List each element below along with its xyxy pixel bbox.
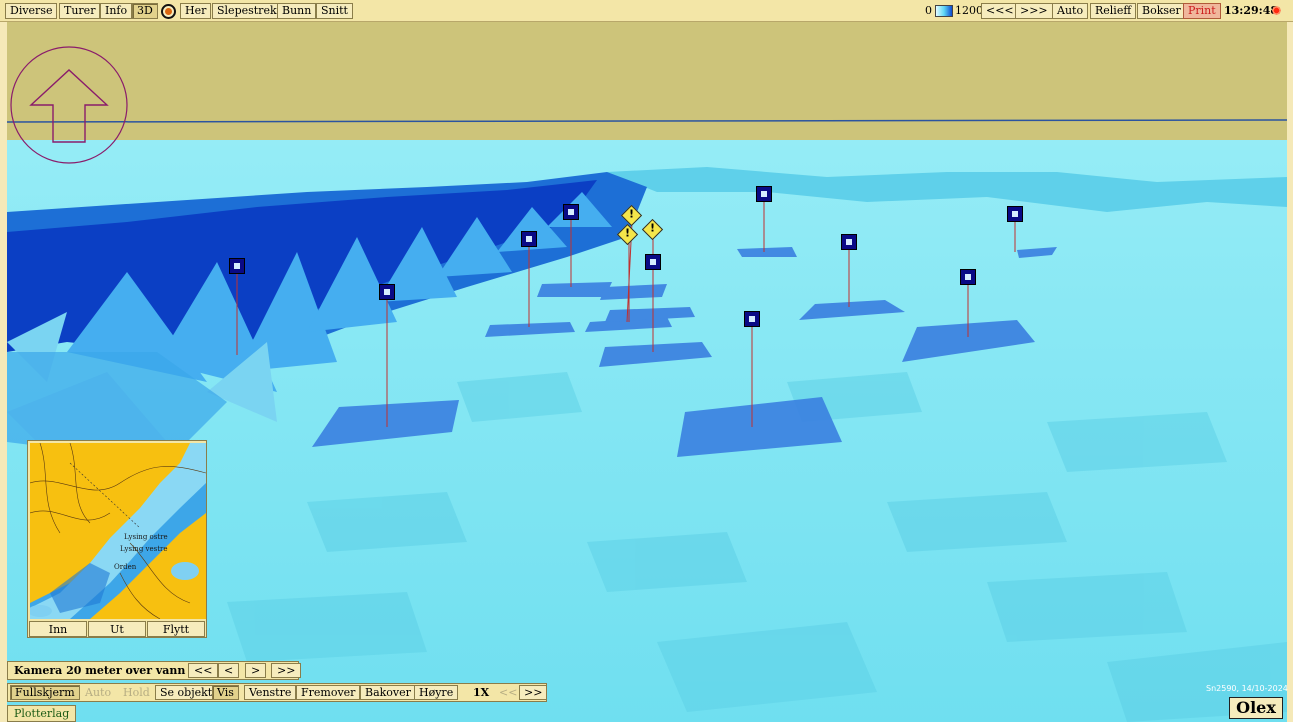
left-button[interactable]: Venstre [244,685,297,700]
camera-forward-button[interactable]: > [245,663,267,678]
right-button[interactable]: Høyre [414,685,459,700]
bokser-button[interactable]: Bokser [1137,3,1186,19]
target-icon[interactable] [161,4,176,19]
map-label: Lysing ostre [124,533,168,541]
camera-fast-forward-button[interactable]: >> [271,663,302,678]
backward-button[interactable]: Bakover [360,685,416,700]
map-label: Orden [114,563,137,571]
depth-scale-min: 0 [925,4,932,17]
3d-button[interactable]: 3D [132,3,158,19]
north-arrow-icon [10,46,128,164]
camera-height-label: Kamera 20 meter over vann [14,664,186,677]
sun-icon[interactable] [1271,5,1282,16]
show-button[interactable]: Vis [212,685,239,700]
serial-number: Sn2590, 14/10-2024 [1206,684,1288,693]
bunn-button[interactable]: Bunn [277,3,317,19]
mark-icon[interactable] [521,231,537,247]
hold-button[interactable]: Hold [123,686,150,699]
camera-bar: Kamera 20 meter over vann << < > >> [7,661,302,680]
top-toolbar: Diverse Turer Info 3D Her Slepestrek Bun… [0,0,1293,22]
slope-foot [7,352,227,462]
object-footprints [312,247,1057,457]
fullscreen-button[interactable]: Fullskjerm [10,685,80,700]
camera-fast-back-button[interactable]: << [188,663,219,678]
her-button[interactable]: Her [180,3,212,19]
info-button[interactable]: Info [100,3,133,19]
turer-button[interactable]: Turer [59,3,101,19]
overview-map-chart [30,443,206,619]
print-button[interactable]: Print [1183,3,1221,19]
terrain-render [7,22,1287,722]
slower-button[interactable]: << [499,686,518,699]
camera-back-button[interactable]: < [218,663,240,678]
map-label: Lysing vestre [120,545,168,553]
mark-icon[interactable] [744,311,760,327]
move-button[interactable]: Flytt [147,621,205,637]
slepestrek-button[interactable]: Slepestrek [212,3,282,19]
auto-button[interactable]: Auto [1052,3,1089,19]
mark-icon[interactable] [645,254,661,270]
mark-icon[interactable] [756,186,772,202]
mark-icon[interactable] [379,284,395,300]
seafloor-patches [227,372,1287,722]
olex-logo: Olex [1229,697,1283,719]
next-button[interactable]: >>> [1015,3,1053,19]
zoom-out-button[interactable]: Ut [88,621,146,637]
navigation-bar: Fullskjerm Auto Hold Se objekt Vis Venst… [7,683,548,702]
mark-icon[interactable] [229,258,245,274]
zoom-in-button[interactable]: Inn [29,621,87,637]
mark-icon[interactable] [563,204,579,220]
auto-nav-button[interactable]: Auto [85,686,112,699]
depth-color-scale [935,5,953,17]
3d-view[interactable]: ! ! ! [7,22,1287,722]
snitt-button[interactable]: Snitt [316,3,353,19]
plotter-layer-button[interactable]: Plotterlag [7,705,77,722]
overview-map[interactable]: Lysing ostre Lysing vestre Orden Inn Ut … [27,440,207,638]
clock: 13:29:48 [1224,4,1279,17]
prev-button[interactable]: <<< [981,3,1019,19]
diverse-button[interactable]: Diverse [5,3,58,19]
faster-button[interactable]: >> [519,685,548,700]
depth-scale-max: 1200 [955,4,983,17]
horizon-line [7,119,1287,123]
relieff-button[interactable]: Relieff [1090,3,1137,19]
distant-ridge [607,167,1287,212]
sky [7,22,1287,152]
speed-label: 1X [473,686,490,699]
mark-icon[interactable] [960,269,976,285]
mark-icon[interactable] [841,234,857,250]
mark-icon[interactable] [1007,206,1023,222]
see-object-button[interactable]: Se objekt [155,685,218,700]
forward-button[interactable]: Fremover [296,685,361,700]
